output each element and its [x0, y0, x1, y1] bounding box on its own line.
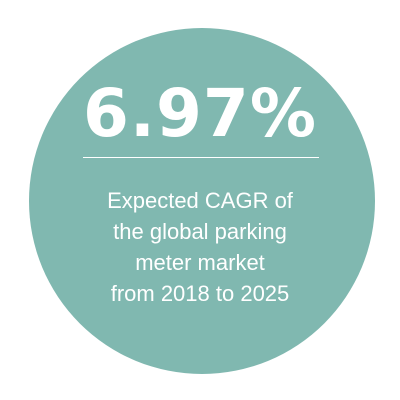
cagr-value: 6.97% — [0, 74, 400, 154]
caption-line: the global parking — [0, 216, 400, 247]
caption-line: from 2018 to 2025 — [0, 278, 400, 309]
caption-line: Expected CAGR of — [0, 185, 400, 216]
cagr-caption: Expected CAGR of the global parking mete… — [0, 185, 400, 309]
caption-line: meter market — [0, 247, 400, 278]
divider-line — [83, 157, 319, 158]
